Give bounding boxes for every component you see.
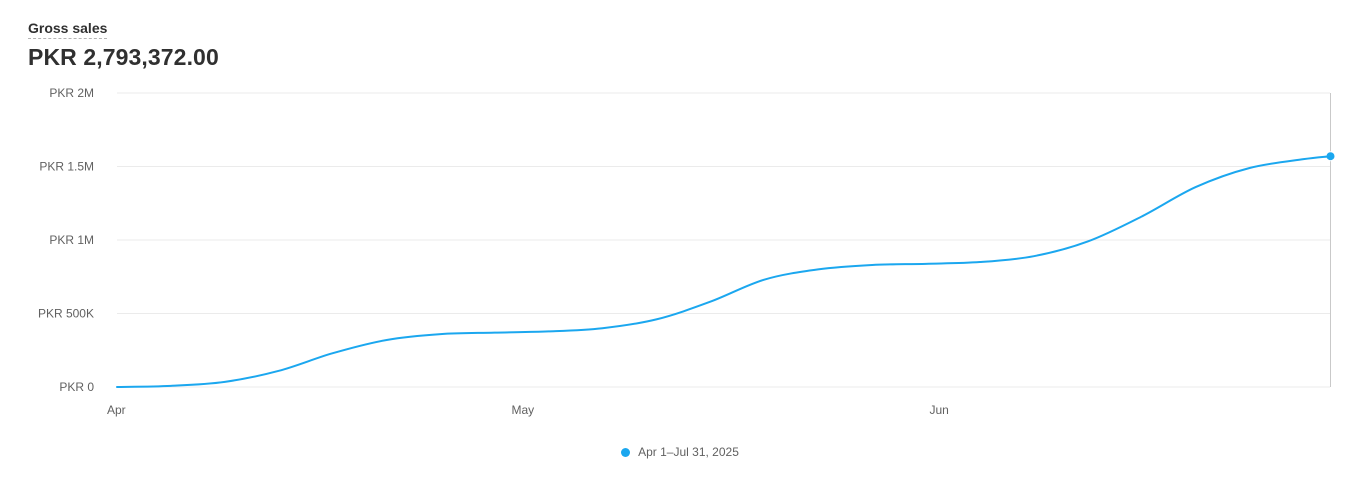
series-line-0 (116, 154, 1333, 388)
chart-legend[interactable]: Apr 1–Jul 31, 2025 (0, 445, 1360, 459)
metric-header: Gross sales PKR 2,793,372.00 (28, 20, 219, 71)
x-tick-label-1: May (512, 403, 535, 417)
y-tick-label-2: PKR 1M (49, 233, 94, 247)
x-tick-label-2: Jun (929, 403, 948, 417)
y-tick-label-3: PKR 1.5M (39, 160, 94, 174)
grid-lines (117, 92, 1330, 388)
gross-sales-line-chart[interactable]: PKR 0 PKR 500K PKR 1M PKR 1.5M PKR 2M Apr May… (0, 0, 1360, 440)
metric-title[interactable]: Gross sales (28, 20, 108, 39)
x-axis-ticks: Apr May Jun (107, 403, 949, 417)
legend-series-dot (621, 448, 631, 457)
x-tick-label-0: Apr (107, 403, 126, 417)
y-tick-label-1: PKR 500K (38, 307, 94, 321)
y-tick-label-4: PKR 2M (49, 86, 94, 100)
series-layer (116, 154, 1333, 388)
legend-series-label: Apr 1–Jul 31, 2025 (638, 445, 739, 459)
metric-value: PKR 2,793,372.00 (28, 44, 219, 70)
y-tick-label-0: PKR 0 (59, 380, 94, 394)
y-axis-ticks: PKR 0 PKR 500K PKR 1M PKR 1.5M PKR 2M (38, 86, 94, 394)
